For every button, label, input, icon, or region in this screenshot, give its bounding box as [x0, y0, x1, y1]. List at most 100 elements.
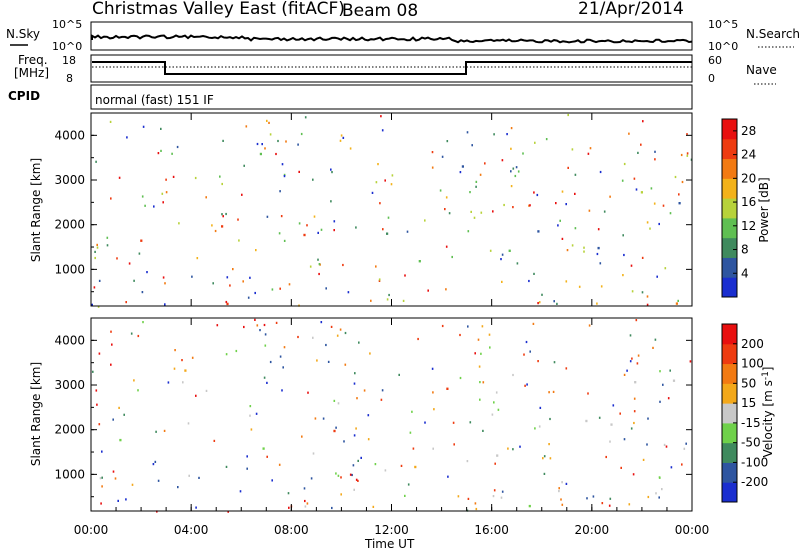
- power-noise-cell: [574, 192, 576, 195]
- power-noise-cell: [686, 133, 688, 136]
- velocity-noise-cell: [349, 473, 352, 476]
- velocity-cell: [414, 465, 417, 469]
- power-noise-cell: [97, 305, 100, 308]
- velocity-noise-cell: [685, 442, 687, 445]
- power-noise-cell: [402, 299, 405, 302]
- power-cell: [675, 302, 678, 305]
- velocity-noise-cell: [398, 373, 400, 376]
- power-noise-cell: [510, 185, 513, 188]
- nsky-label: N.Sky: [6, 27, 40, 41]
- power-noise-cell: [599, 170, 602, 174]
- power-noise-cell: [459, 171, 462, 174]
- power-noise-cell: [126, 136, 128, 139]
- power-colorbar-tick-label: 28: [741, 124, 756, 138]
- velocity-noise-cell: [565, 482, 568, 485]
- power-noise-cell: [681, 180, 684, 184]
- power-noise-cell: [386, 298, 389, 301]
- velocity-noise-cell: [117, 499, 119, 502]
- velocity-noise-cell: [101, 476, 103, 479]
- velocity-noise-cell: [279, 355, 282, 358]
- velocity-noise-cell: [652, 346, 654, 349]
- velocity-noise-cell: [312, 452, 315, 455]
- velocity-noise-cell: [137, 334, 140, 338]
- velocity-noise-cell: [101, 450, 103, 453]
- velocity-noise-cell: [340, 493, 342, 496]
- power-noise-cell: [484, 162, 486, 165]
- velocity-noise-cell: [344, 331, 347, 335]
- power-noise-cell: [583, 246, 585, 249]
- velocity-noise-cell: [642, 458, 645, 461]
- cpid-mode: normal (fast) 151 IF: [95, 93, 214, 107]
- power-colorbar-segment: [722, 257, 737, 278]
- power-colorbar: 4 8 12 16 20 24 28: [721, 118, 756, 298]
- freq-unit-label: [MHz]: [14, 66, 49, 80]
- power-noise-cell: [288, 283, 291, 286]
- power-noise-cell: [333, 220, 336, 223]
- power-noise-cell: [330, 200, 332, 203]
- velocity-colorbar-tick-label: 100: [741, 357, 764, 371]
- power-noise-cell: [381, 129, 384, 132]
- power-noise-cell: [466, 131, 469, 134]
- freq-tick-low: 8: [66, 72, 73, 85]
- power-noise-cell: [285, 140, 287, 143]
- velocity-noise-cell: [283, 346, 286, 349]
- power-noise-cell: [255, 249, 257, 252]
- velocity-noise-cell: [114, 477, 117, 480]
- velocity-noise-cell: [561, 481, 563, 484]
- velocity-y-tick-label: 1000: [54, 467, 85, 481]
- power-noise-cell: [589, 147, 592, 150]
- velocity-noise-cell: [558, 490, 560, 493]
- velocity-noise-cell: [529, 350, 531, 353]
- power-noise-cell: [254, 291, 256, 295]
- power-noise-cell: [238, 239, 240, 242]
- velocity-noise-cell: [628, 503, 631, 506]
- velocity-noise-cell: [519, 445, 521, 448]
- velocity-noise-cell: [477, 338, 480, 341]
- power-noise-cell: [306, 224, 308, 227]
- velocity-noise-cell: [304, 499, 306, 503]
- power-noise-cell: [622, 234, 624, 237]
- power-noise-cell: [641, 256, 644, 259]
- velocity-noise-cell: [655, 492, 657, 495]
- velocity-noise-cell: [358, 341, 360, 344]
- power-noise-cell: [631, 290, 634, 293]
- x-axis-label: Time UT: [364, 537, 415, 551]
- power-noise-cell: [654, 150, 656, 153]
- power-noise-cell: [91, 303, 93, 306]
- power-noise-cell: [281, 163, 284, 166]
- velocity-y-ticks: 1000 2000 3000 4000: [54, 317, 692, 498]
- power-colorbar-frame: [721, 118, 738, 298]
- power-noise-cell: [630, 264, 633, 267]
- power-cell: [418, 260, 421, 263]
- power-noise-cell: [467, 230, 470, 233]
- power-noise-cell: [283, 239, 286, 242]
- velocity-cell: [119, 438, 122, 442]
- power-noise-cell: [317, 258, 319, 261]
- velocity-noise-cell: [269, 360, 272, 364]
- velocity-noise-cell: [409, 431, 412, 434]
- velocity-noise-cell: [287, 492, 290, 495]
- velocity-noise-cell: [344, 363, 347, 366]
- power-noise-cell: [222, 139, 224, 142]
- velocity-noise-cell: [667, 397, 670, 400]
- power-noise-cell: [371, 191, 374, 194]
- power-colorbar-tick-label: 12: [741, 219, 756, 233]
- x-tick-label: 16:00: [474, 523, 509, 537]
- power-noise-cell: [597, 228, 600, 231]
- velocity-noise-cell: [588, 324, 591, 327]
- power-colorbar-tick-label: 16: [741, 195, 756, 209]
- power-noise-cell: [445, 288, 447, 291]
- velocity-noise-cell: [561, 503, 564, 506]
- power-noise-cell: [515, 166, 518, 169]
- velocity-noise-cell: [331, 506, 333, 510]
- velocity-noise-cell: [683, 447, 686, 450]
- power-noise-cell: [178, 222, 180, 225]
- velocity-noise-cell: [412, 447, 415, 450]
- power-noise-cell: [222, 215, 224, 218]
- power-noise-cell: [221, 213, 223, 216]
- power-noise-cell: [567, 166, 569, 169]
- power-noise-cell: [553, 300, 555, 303]
- power-colorbar-tick-label: 24: [741, 148, 756, 162]
- velocity-noise-cell: [466, 460, 469, 463]
